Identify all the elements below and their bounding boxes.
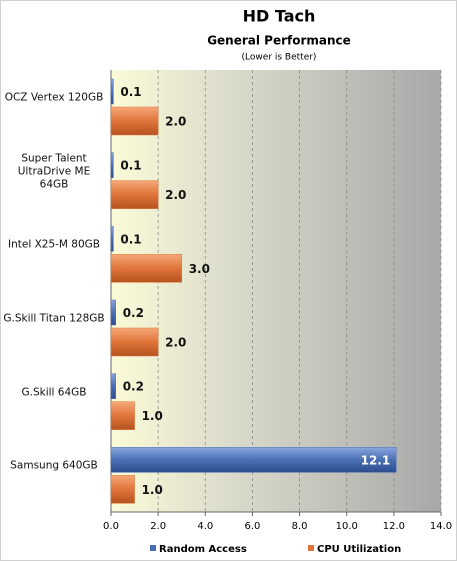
bar — [110, 226, 114, 252]
x-tick-label: 6.0 — [244, 521, 260, 532]
y-tick-label: Super Talent UltraDrive ME 64GB — [17, 152, 91, 191]
bar — [110, 152, 114, 178]
legend-label: Random Access — [159, 544, 247, 555]
legend-swatch — [308, 545, 314, 551]
bar — [110, 373, 116, 399]
value-label: 2.0 — [165, 336, 186, 350]
bar — [110, 401, 135, 430]
value-label: 2.0 — [165, 188, 186, 202]
bar — [110, 327, 159, 357]
x-tick-label: 12.0 — [383, 521, 405, 532]
value-label: 2.0 — [165, 115, 186, 129]
bar — [110, 299, 116, 326]
value-label: 0.1 — [120, 85, 141, 99]
value-label: 1.0 — [142, 483, 163, 497]
y-tick-label: G.Skill Titan 128GB — [3, 312, 105, 325]
x-tick-label: 14.0 — [430, 521, 452, 532]
value-label: 0.2 — [123, 306, 144, 320]
value-label: 3.0 — [189, 262, 210, 276]
bar — [110, 475, 135, 504]
value-label: 1.0 — [142, 409, 163, 423]
legend-label: CPU Utilization — [317, 544, 401, 555]
value-label: 0.1 — [120, 232, 141, 246]
bar — [110, 447, 397, 473]
y-tick-label: Intel X25-M 80GB — [7, 238, 101, 251]
bar — [110, 78, 114, 105]
plot-area — [111, 70, 441, 512]
x-tick-label: 10.0 — [336, 521, 358, 532]
y-tick-label: G.Skill 64GB — [21, 386, 87, 399]
x-tick-label: 4.0 — [197, 521, 213, 532]
value-label: 0.1 — [120, 159, 141, 173]
bar — [110, 106, 159, 136]
chart-title: HD Tach — [243, 7, 316, 26]
chart-note: (Lower is Better) — [242, 53, 317, 63]
bar — [110, 180, 159, 209]
y-tick-label: Samsung 640GB — [10, 459, 98, 472]
value-label: 12.1 — [361, 453, 391, 467]
chart-subtitle: General Performance — [207, 34, 351, 48]
x-tick-label: 2.0 — [150, 521, 166, 532]
value-label: 0.2 — [123, 380, 144, 394]
y-tick-label: OCZ Vertex 120GB — [4, 91, 104, 104]
x-tick-label: 8.0 — [292, 521, 308, 532]
x-tick-label: 0.0 — [103, 521, 119, 532]
legend-swatch — [150, 545, 156, 551]
bar — [110, 254, 182, 283]
